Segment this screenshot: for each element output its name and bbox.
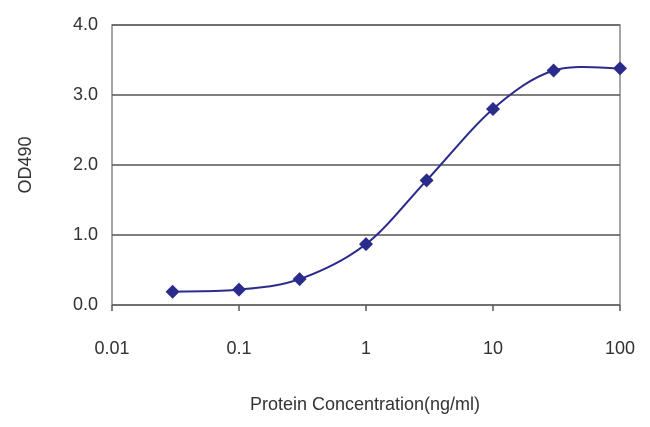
data-point <box>419 173 434 188</box>
x-axis-title: Protein Concentration(ng/ml) <box>250 394 480 414</box>
x-tick-label: 100 <box>605 338 635 358</box>
data-point <box>359 237 373 252</box>
data-point <box>232 282 246 297</box>
x-tick-label: 10 <box>483 338 503 358</box>
data-point <box>613 61 627 76</box>
data-point <box>165 284 180 299</box>
y-tick-label: 0.0 <box>73 294 98 314</box>
data-point <box>546 63 561 78</box>
y-tick-label: 4.0 <box>73 14 98 34</box>
x-tick-label: 1 <box>361 338 371 358</box>
x-tick-label: 0.01 <box>94 338 129 358</box>
y-axis-title: OD490 <box>15 136 35 193</box>
x-tick-label: 0.1 <box>226 338 251 358</box>
y-tick-label: 1.0 <box>73 224 98 244</box>
y-tick-label: 2.0 <box>73 154 98 174</box>
data-line <box>172 65 621 293</box>
data-point <box>292 272 307 287</box>
data-point <box>486 102 500 116</box>
y-tick-label: 3.0 <box>73 84 98 104</box>
